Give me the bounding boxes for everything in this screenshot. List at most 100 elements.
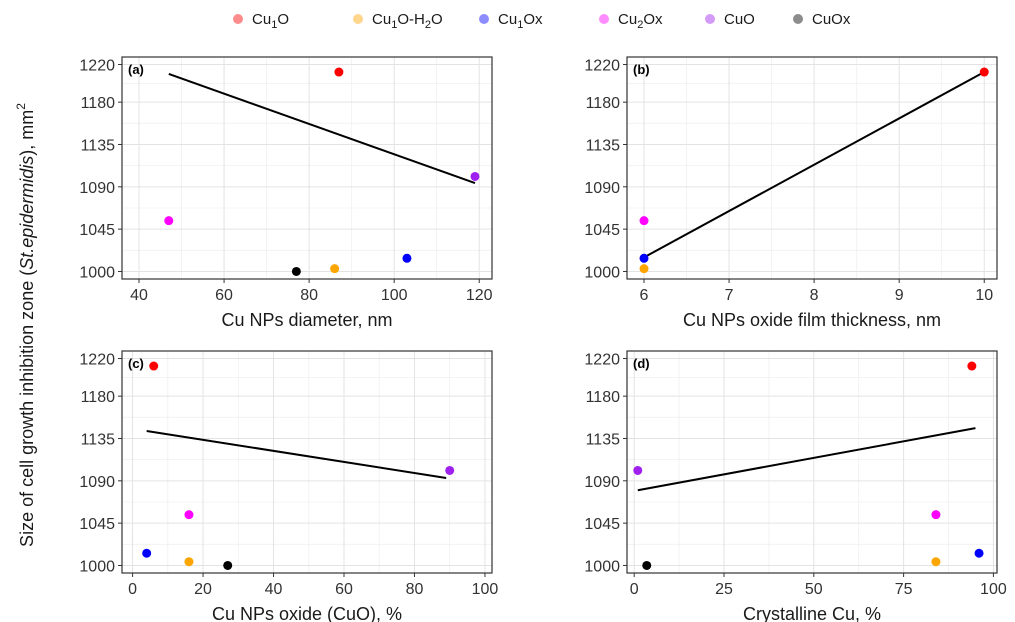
x-axis-label: Cu NPs diameter, nm <box>221 310 392 330</box>
plot-area <box>627 351 997 573</box>
y-tick-label: 1180 <box>81 389 116 406</box>
point-cu2ox <box>639 216 649 226</box>
plot-area <box>122 351 492 573</box>
y-tick-label: 1045 <box>584 222 620 239</box>
point-cu2ox <box>184 510 194 520</box>
panel-c: 0 20 40 60 80 100 1000 1045 1090 1135 1180 1220 (c) C… <box>79 350 499 622</box>
x-tick-label: 6 <box>640 287 649 304</box>
y-tick-label: 1000 <box>79 264 115 281</box>
y-tick-label: 1000 <box>79 558 115 575</box>
point-cu2ox <box>931 510 941 520</box>
point-cu1o <box>149 361 159 371</box>
point-cu1ox <box>639 253 649 263</box>
y-tick-label: 1180 <box>81 95 116 112</box>
legend-item-cu1o-h2o: Cu1O-H2O <box>353 11 443 31</box>
panel-a: 40 60 80 100 120 1000 1045 1090 1135 1180 1220 (a) C… <box>79 56 493 330</box>
panel-b: 6 7 8 9 10 1000 1045 1090 1135 1180 1220 (b) Cu NPs … <box>584 56 998 330</box>
point-cu2ox <box>164 216 174 226</box>
panel-tag: (d) <box>633 356 650 371</box>
plot-area <box>627 57 997 279</box>
legend-label: CuO <box>724 11 755 28</box>
point-cu1o <box>979 67 989 77</box>
legend-label: Cu1O-H2O <box>372 11 443 31</box>
x-tick-label: 9 <box>895 287 904 304</box>
panel-border <box>626 350 998 574</box>
x-tick-label: 7 <box>725 287 734 304</box>
panel-border <box>121 56 493 280</box>
panel-d: 0 25 50 75 100 1000 1045 1090 1135 1180 1220 (d) Cry… <box>584 350 1007 622</box>
trend-line <box>643 71 985 259</box>
legend-marker <box>233 14 243 24</box>
x-tick-label: 60 <box>215 287 233 304</box>
legend-marker <box>479 14 489 24</box>
panel-border <box>121 350 493 574</box>
legend-label: Cu1O <box>252 11 289 31</box>
trend-line <box>637 427 976 492</box>
y-tick-label: 1000 <box>584 558 620 575</box>
trend-line <box>146 429 447 479</box>
point-cu1ox <box>974 548 984 558</box>
x-tick-label: 8 <box>810 287 819 304</box>
y-tick-label: 1180 <box>586 95 621 112</box>
point-cu1o <box>334 67 344 77</box>
y-tick-label: 1180 <box>586 389 621 406</box>
x-tick-label: 100 <box>472 581 499 598</box>
legend-item-cuox: CuOx <box>793 11 851 28</box>
legend-item-cu2ox: Cu2Ox <box>599 11 663 31</box>
y-tick-label: 1135 <box>586 137 621 154</box>
y-tick-label: 1000 <box>584 264 620 281</box>
shared-y-axis-label: Size of cell growth inhibition zone (St.… <box>14 103 37 547</box>
legend-label: Cu1Ox <box>498 11 543 31</box>
x-tick-label: 120 <box>466 287 493 304</box>
x-tick-label: 50 <box>805 581 823 598</box>
point-cuox <box>223 560 233 570</box>
point-cuox <box>642 560 652 570</box>
x-tick-label: 0 <box>630 581 639 598</box>
legend-label: CuOx <box>812 11 851 28</box>
legend-marker <box>353 14 363 24</box>
x-tick-label: 80 <box>406 581 424 598</box>
y-tick-label: 1090 <box>584 180 620 197</box>
x-tick-label: 20 <box>194 581 212 598</box>
y-tick-label: 1135 <box>81 431 116 448</box>
y-tick-label: 1220 <box>79 352 115 369</box>
point-cu1ox <box>402 253 412 263</box>
y-tick-label: 1045 <box>79 516 115 533</box>
legend-item-cu1ox: Cu1Ox <box>479 11 543 31</box>
x-tick-label: 100 <box>980 581 1007 598</box>
x-tick-label: 40 <box>130 287 148 304</box>
point-cu1o <box>967 361 977 371</box>
x-tick-label: 25 <box>715 581 733 598</box>
point-cuo <box>470 171 480 181</box>
y-tick-label: 1135 <box>81 137 116 154</box>
legend-marker <box>599 14 609 24</box>
point-cuox <box>291 266 301 276</box>
y-tick-label: 1220 <box>584 352 620 369</box>
legend-item-cuo: CuO <box>705 11 755 28</box>
y-tick-label: 1220 <box>79 58 115 75</box>
panel-border <box>626 56 998 280</box>
point-cu1o-h2o <box>639 264 649 274</box>
legend-item-cu1o: Cu1O <box>233 11 289 31</box>
y-tick-label: 1090 <box>584 474 620 491</box>
x-tick-label: 80 <box>300 287 318 304</box>
point-cu1o-h2o <box>184 557 194 567</box>
panel-tag: (c) <box>128 356 144 371</box>
y-tick-label: 1090 <box>79 180 115 197</box>
y-tick-label: 1090 <box>79 474 115 491</box>
y-tick-label: 1045 <box>584 516 620 533</box>
x-tick-label: 10 <box>975 287 993 304</box>
panel-tag: (b) <box>633 62 650 77</box>
y-tick-label: 1220 <box>584 58 620 75</box>
legend-label: Cu2Ox <box>618 11 663 31</box>
x-tick-label: 60 <box>335 581 353 598</box>
x-tick-label: 40 <box>265 581 283 598</box>
point-cuo <box>633 465 643 475</box>
x-axis-label: Crystalline Cu, % <box>743 604 881 622</box>
x-tick-label: 0 <box>128 581 137 598</box>
point-cu1o-h2o <box>931 557 941 567</box>
y-tick-label: 1135 <box>586 431 621 448</box>
x-axis-label: Cu NPs oxide (CuO), % <box>212 604 402 622</box>
